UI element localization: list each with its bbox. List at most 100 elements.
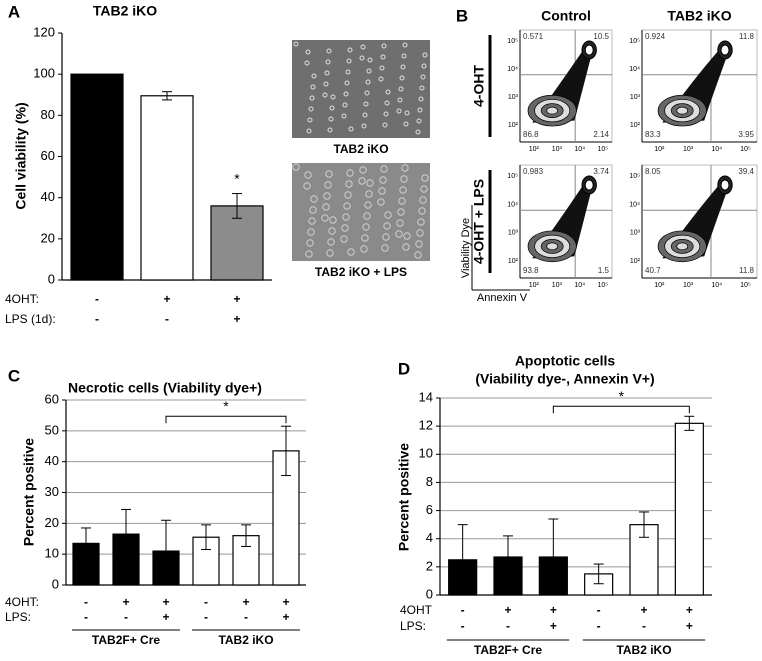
quadrant-value: 11.8 xyxy=(739,32,755,41)
significance-star: * xyxy=(234,170,240,186)
group-label: TAB2F+ Cre xyxy=(92,633,160,647)
cell xyxy=(310,195,318,203)
quadrant-value: 2.14 xyxy=(593,130,609,139)
cell xyxy=(414,251,422,259)
treatment-sign: - xyxy=(95,292,99,306)
y-axis-label: Percent positive xyxy=(396,443,412,551)
cell xyxy=(395,230,403,238)
contour xyxy=(546,106,559,115)
cell xyxy=(361,234,369,242)
quadrant-value: 0.571 xyxy=(523,32,544,41)
y-tick-label: 10⁴ xyxy=(629,66,640,73)
y-tick-label: 50 xyxy=(45,422,59,437)
quadrant-value: 40.7 xyxy=(645,266,661,275)
chart-title: TAB2 iKO xyxy=(93,3,157,19)
contour xyxy=(720,44,730,56)
contour xyxy=(584,44,594,56)
treatment-sign: - xyxy=(204,610,208,624)
quadrant-value: 0.924 xyxy=(645,32,666,41)
x-tick-label: 10² xyxy=(529,146,540,153)
y-tick-label: 10² xyxy=(508,122,519,129)
micrograph-caption: TAB2 iKO xyxy=(333,142,388,156)
cell xyxy=(343,202,351,210)
cell xyxy=(396,219,404,227)
cell xyxy=(311,73,317,79)
cell xyxy=(329,105,335,111)
cell xyxy=(340,235,348,243)
treatment-sign: - xyxy=(84,595,88,609)
treatment-sign: - xyxy=(461,619,465,633)
treatment-sign: + xyxy=(686,603,693,617)
treatment-sign: + xyxy=(233,292,240,306)
quadrant-value: 86.8 xyxy=(523,130,539,139)
cell xyxy=(322,92,328,98)
x-tick-label: 10³ xyxy=(552,282,563,289)
cell xyxy=(415,129,421,135)
contour xyxy=(676,242,689,251)
bar xyxy=(140,95,194,281)
cell xyxy=(420,185,428,193)
cell xyxy=(329,216,337,224)
y-tick-label: 120 xyxy=(33,24,55,39)
cell xyxy=(362,223,370,231)
bar xyxy=(70,73,124,281)
cell xyxy=(309,95,315,101)
y-tick-label: 10⁵ xyxy=(507,173,518,180)
chart-subtitle: (Viability dye-, Annexin V+) xyxy=(475,371,654,387)
y-tick-label: 40 xyxy=(41,189,55,204)
significance-star: * xyxy=(619,388,625,404)
cell xyxy=(363,212,371,220)
cell xyxy=(399,186,407,194)
cell xyxy=(308,217,316,225)
panel-label: C xyxy=(8,366,20,385)
cell xyxy=(398,197,406,205)
treatment-sign: - xyxy=(597,603,601,617)
cell xyxy=(401,164,409,172)
treatment-sign: - xyxy=(461,603,465,617)
x-axis-label: Annexin V xyxy=(477,292,528,304)
cell xyxy=(304,60,310,66)
cell xyxy=(324,70,330,76)
cell xyxy=(417,218,425,226)
x-tick-label: 10⁴ xyxy=(574,146,585,153)
quadrant-value: 11.8 xyxy=(739,266,755,275)
cell xyxy=(384,211,392,219)
y-tick-label: 10³ xyxy=(508,94,519,101)
cell xyxy=(346,169,354,177)
y-tick-label: 60 xyxy=(41,148,55,163)
cell xyxy=(365,190,373,198)
y-tick-label: 60 xyxy=(45,391,59,406)
cell xyxy=(380,165,388,173)
cell xyxy=(380,54,386,60)
treatment-sign: + xyxy=(282,595,289,609)
y-tick-label: 100 xyxy=(33,66,55,81)
y-tick-label: 14 xyxy=(419,389,433,404)
y-tick-label: 8 xyxy=(426,474,433,489)
treatment-sign: + xyxy=(162,595,169,609)
cell xyxy=(310,84,316,90)
quadrant-value: 1.5 xyxy=(598,266,610,275)
column-header: TAB2 iKO xyxy=(667,8,731,24)
contour xyxy=(546,242,559,251)
cell xyxy=(293,41,299,47)
y-tick-label: 80 xyxy=(41,107,55,122)
bar xyxy=(674,422,704,596)
cell xyxy=(347,248,355,256)
x-tick-label: 10⁴ xyxy=(711,282,722,289)
treatment-sign: + xyxy=(504,603,511,617)
cell xyxy=(323,192,331,200)
contour xyxy=(720,179,730,191)
cell xyxy=(306,239,314,247)
cell xyxy=(403,121,409,127)
y-tick-label: 10⁴ xyxy=(629,201,640,208)
cell xyxy=(308,106,314,112)
cell xyxy=(327,127,333,133)
cell xyxy=(366,68,372,74)
cell xyxy=(384,100,390,106)
row-label: 4OHT xyxy=(400,603,433,617)
y-tick-label: 10⁴ xyxy=(507,201,518,208)
cell xyxy=(346,58,352,64)
treatment-sign: - xyxy=(84,610,88,624)
quadrant-value: 83.3 xyxy=(645,130,661,139)
cell xyxy=(325,170,333,178)
